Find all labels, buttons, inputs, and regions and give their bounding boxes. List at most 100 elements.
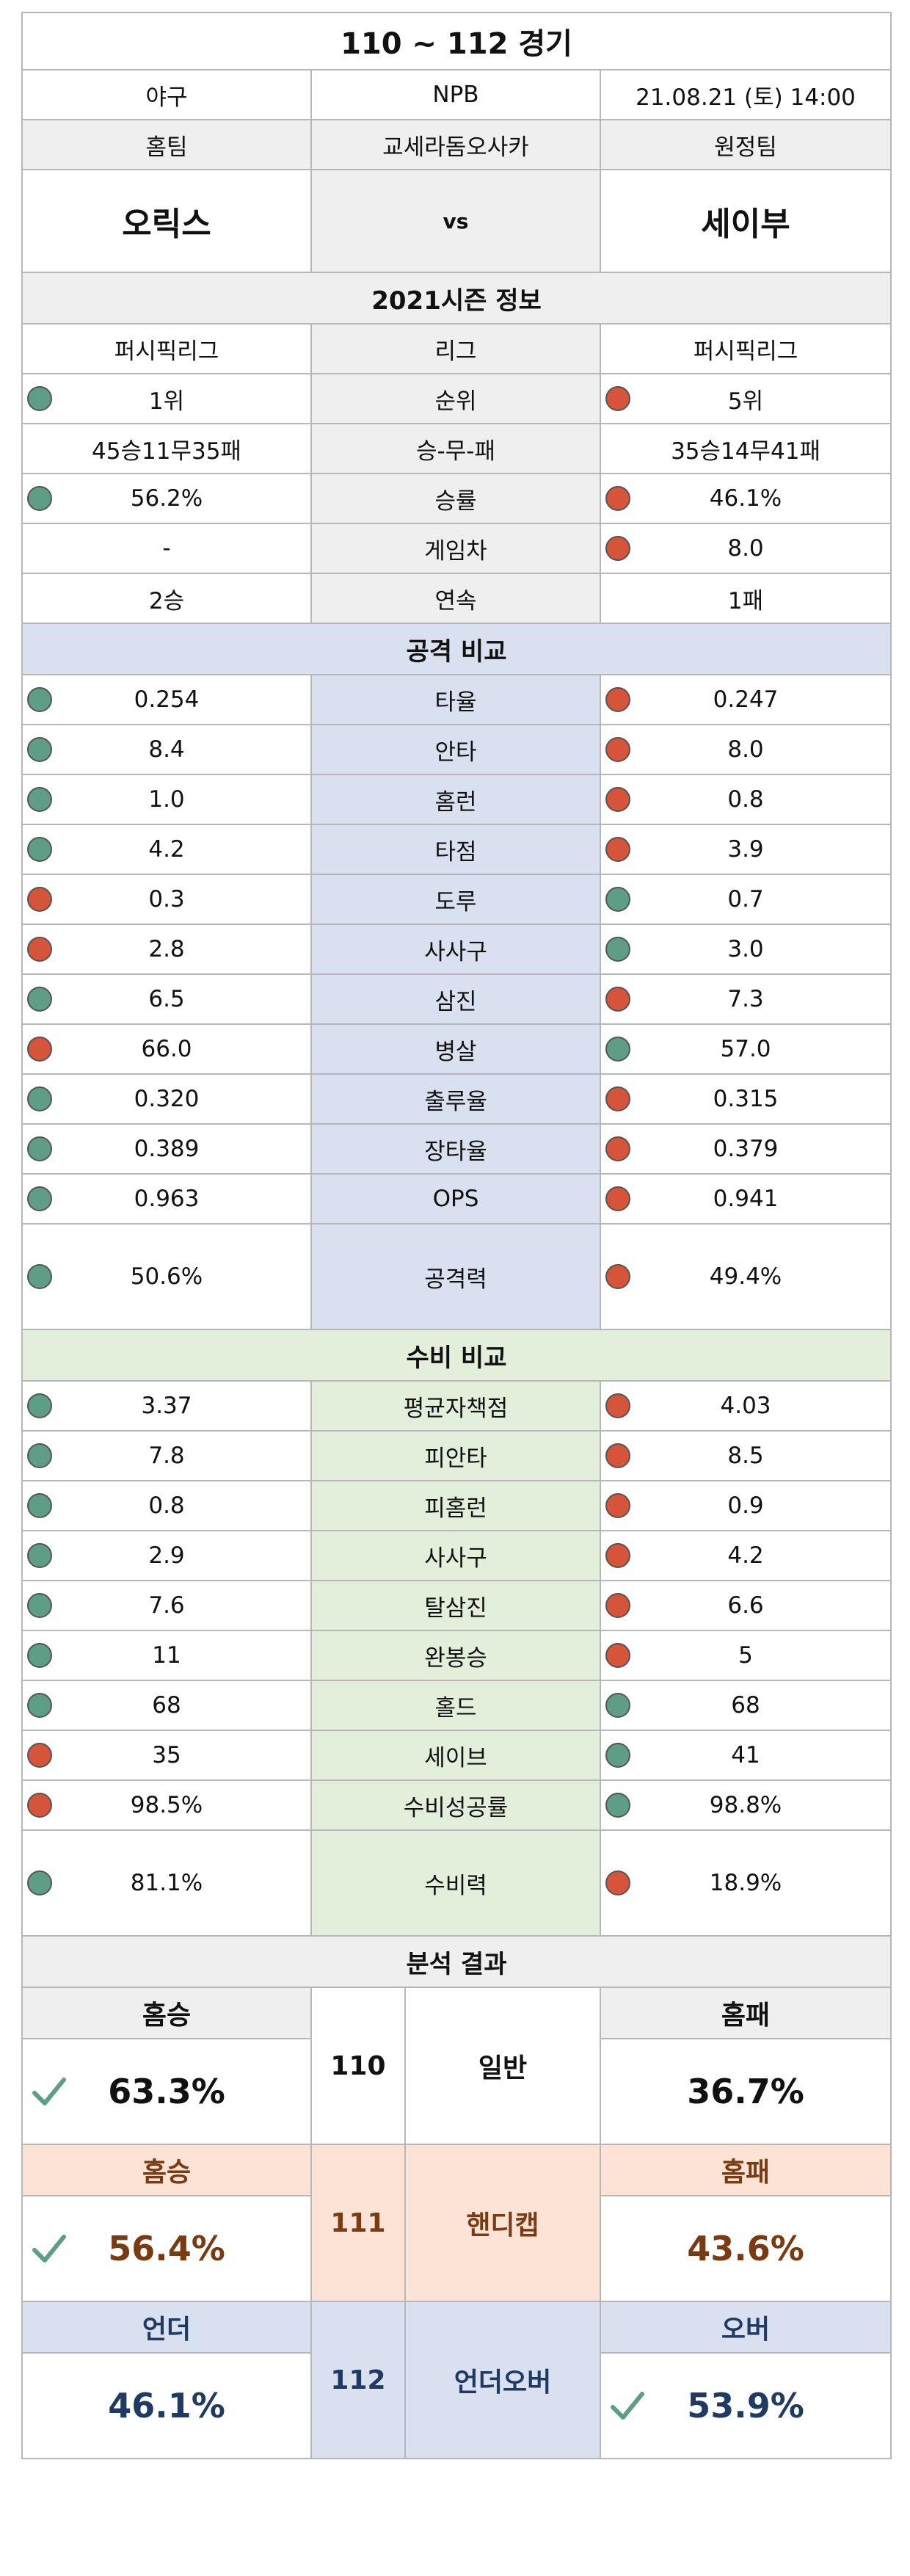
attack-stat-label: 타율 xyxy=(310,674,601,725)
analysis-table: 홈승 110 일반 홈패 63.3% 36.7% 홈승 111 핸디캡 홈패 56.4% 43.6% 언… xyxy=(21,1987,892,2459)
attack-home-value: 0.3 xyxy=(21,874,312,925)
attack-rows: 0.254 타율 0.247 8.4 안타 8.0 1.0 홈런 0.8 4.2 타점 3.9 0.3 도… xyxy=(21,674,892,1330)
home-indicator-dot-icon xyxy=(27,787,52,812)
away-indicator-dot-icon xyxy=(605,1693,630,1718)
season-row: 1위 순위 5위 xyxy=(21,373,892,424)
season-row: 2승 연속 1패 xyxy=(21,573,892,624)
away-indicator-dot-icon xyxy=(605,1264,630,1289)
away-indicator-dot-icon xyxy=(605,1393,630,1418)
defense-row: 0.8 피홈런 0.9 xyxy=(21,1480,892,1531)
away-indicator-dot-icon xyxy=(605,1593,630,1618)
season-away-value: 8.0 xyxy=(599,523,892,574)
season-away-value: 5위 xyxy=(599,373,892,424)
attack-row: 8.4 안타 8.0 xyxy=(21,724,892,775)
defense-home-value: 3.37 xyxy=(21,1380,312,1432)
home-indicator-dot-icon xyxy=(27,1493,52,1518)
away-team-name: 세이부 xyxy=(599,169,892,273)
vs-label: vs xyxy=(310,169,601,273)
attack-home-value: 8.4 xyxy=(21,724,312,775)
attack-home-value: 2.8 xyxy=(21,924,312,975)
attack-away-value: 0.941 xyxy=(599,1173,892,1224)
defense-section-title: 수비 비교 xyxy=(21,1329,892,1382)
defense-rows: 3.37 평균자책점 4.03 7.8 피안타 8.5 0.8 피홈런 0.9 2.9 사사구 4.2… xyxy=(21,1380,892,1937)
attack-stat-label: 사사구 xyxy=(310,924,601,975)
away-indicator-dot-icon xyxy=(605,536,630,561)
attack-away-value: 3.9 xyxy=(599,824,892,875)
defense-power-label: 수비력 xyxy=(310,1829,601,1937)
analysis-handicap-game-id: 111 xyxy=(310,2144,406,2302)
analysis-general-head-row: 홈승 110 일반 홈패 xyxy=(21,1987,892,2145)
season-home-value: - xyxy=(21,523,312,574)
defense-power-away: 18.9% xyxy=(599,1829,892,1937)
attack-home-value: 1.0 xyxy=(21,774,312,825)
season-stat-label: 게임차 xyxy=(310,523,601,574)
analysis-general-right-head: 홈패 xyxy=(600,1987,892,2039)
home-indicator-dot-icon xyxy=(27,1186,52,1211)
match-table: 110 ~ 112 경기 야구 NPB 21.08.21 (토) 14:00 홈… xyxy=(21,12,892,1988)
home-indicator-dot-icon xyxy=(27,1393,52,1418)
analysis-general-game-id: 110 xyxy=(310,1987,406,2145)
home-indicator-dot-icon xyxy=(27,1693,52,1718)
attack-stat-label: 홈런 xyxy=(310,774,601,825)
attack-away-value: 3.0 xyxy=(599,924,892,975)
attack-power-row: 50.6% 공격력 49.4% xyxy=(21,1223,892,1330)
season-home-value: 45승11무35패 xyxy=(21,423,312,474)
analysis-underover-head-row: 언더 112 언더오버 오버 xyxy=(21,2301,892,2459)
defense-stat-label: 사사구 xyxy=(310,1530,601,1581)
defense-stat-label: 세이브 xyxy=(310,1730,601,1781)
venue-cell: 교세라돔오사카 xyxy=(310,119,601,170)
analysis-handicap-left-value-text: 56.4% xyxy=(108,2229,225,2268)
attack-home-value: 4.2 xyxy=(21,824,312,875)
attack-home-value: 66.0 xyxy=(21,1023,312,1075)
defense-home-value: 0.8 xyxy=(21,1480,312,1531)
attack-stat-label: OPS xyxy=(310,1173,601,1224)
defense-row: 2.9 사사구 4.2 xyxy=(21,1530,892,1581)
home-indicator-dot-icon xyxy=(27,1643,52,1668)
attack-away-value: 7.3 xyxy=(599,973,892,1025)
away-indicator-dot-icon xyxy=(605,787,630,812)
analysis-handicap-right-value-text: 43.6% xyxy=(687,2229,804,2268)
season-row: 퍼시픽리그 리그 퍼시픽리그 xyxy=(21,323,892,374)
analysis-general-right-value-text: 36.7% xyxy=(687,2072,804,2111)
attack-away-value: 0.7 xyxy=(599,874,892,925)
analysis-general-right-value: 36.7% xyxy=(600,2038,892,2145)
season-row: 56.2% 승률 46.1% xyxy=(21,473,892,524)
home-indicator-dot-icon xyxy=(27,887,52,912)
season-away-value: 35승14무41패 xyxy=(599,423,892,474)
attack-away-value: 0.379 xyxy=(599,1123,892,1175)
defense-stat-label: 평균자책점 xyxy=(310,1380,601,1432)
away-indicator-dot-icon xyxy=(605,1086,630,1111)
attack-stat-label: 안타 xyxy=(310,724,601,775)
home-indicator-dot-icon xyxy=(27,386,52,411)
analysis-general-left-value: 63.3% xyxy=(21,2038,312,2145)
away-indicator-dot-icon xyxy=(605,1186,630,1211)
away-indicator-dot-icon xyxy=(605,837,630,862)
defense-home-value: 98.5% xyxy=(21,1779,312,1831)
league-cell: NPB xyxy=(310,69,601,120)
analysis-underover-right-head: 오버 xyxy=(600,2301,892,2354)
defense-power-home: 81.1% xyxy=(21,1829,312,1937)
defense-home-value: 7.8 xyxy=(21,1430,312,1481)
attack-power-home: 50.6% xyxy=(21,1223,312,1330)
attack-home-value: 0.320 xyxy=(21,1073,312,1125)
away-indicator-dot-icon xyxy=(605,937,630,962)
defense-home-value: 11 xyxy=(21,1630,312,1681)
attack-away-value: 57.0 xyxy=(599,1023,892,1075)
home-indicator-dot-icon xyxy=(27,737,52,762)
attack-stat-label: 삼진 xyxy=(310,973,601,1025)
analysis-section-title: 분석 결과 xyxy=(21,1935,892,1988)
defense-stat-label: 탈삼진 xyxy=(310,1580,601,1631)
attack-stat-label: 병살 xyxy=(310,1023,601,1075)
attack-home-value: 0.254 xyxy=(21,674,312,725)
sport-cell: 야구 xyxy=(21,69,312,120)
attack-away-value: 0.247 xyxy=(599,674,892,725)
home-label: 홈팀 xyxy=(21,119,312,170)
attack-away-value: 8.0 xyxy=(599,724,892,775)
analysis-underover-left-value-text: 46.1% xyxy=(108,2386,225,2426)
defense-away-value: 0.9 xyxy=(599,1480,892,1531)
defense-home-value: 35 xyxy=(21,1730,312,1781)
analysis-general-type-label: 일반 xyxy=(404,1987,601,2145)
home-indicator-dot-icon xyxy=(27,1871,52,1895)
home-indicator-dot-icon xyxy=(27,687,52,712)
home-indicator-dot-icon xyxy=(27,1264,52,1289)
